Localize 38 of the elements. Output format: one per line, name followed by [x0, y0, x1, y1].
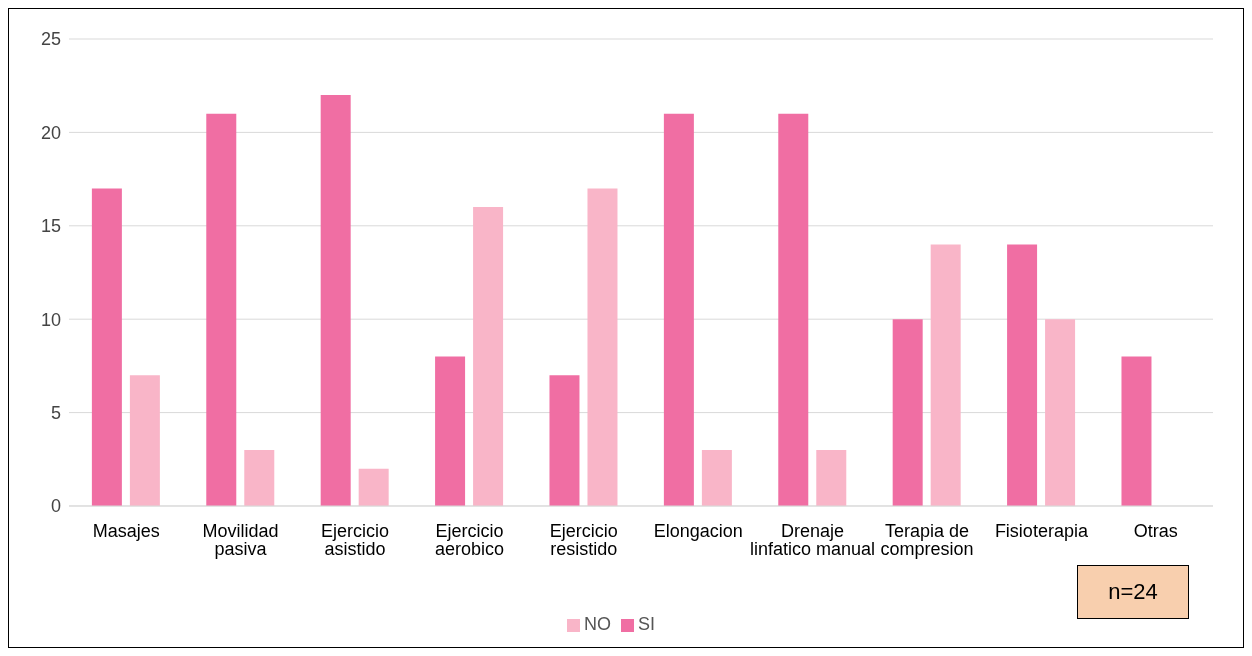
bar — [816, 449, 847, 506]
bar — [473, 207, 504, 506]
bar — [244, 449, 275, 506]
y-tick-label: 20 — [40, 122, 61, 143]
y-tick-label: 15 — [40, 216, 61, 237]
bar — [206, 113, 237, 506]
y-tick-label: 5 — [50, 402, 61, 423]
bar — [435, 356, 466, 506]
bar — [358, 468, 389, 506]
bar — [129, 375, 160, 506]
x-tick-label: Elongacion — [653, 520, 743, 541]
bar — [701, 449, 732, 506]
x-tick-label: Otras — [1133, 520, 1178, 541]
text: n=24 — [1077, 565, 1189, 619]
bar — [320, 95, 351, 506]
bar — [1045, 319, 1076, 506]
bar — [1121, 356, 1152, 506]
x-tick-label: Terapia de compresion — [880, 520, 974, 559]
legend-label: SI — [637, 614, 655, 634]
bar — [778, 113, 809, 506]
bar — [892, 319, 923, 506]
x-tick-label: Ejercicio aerobico — [434, 520, 504, 559]
y-tick-label: 0 — [50, 496, 61, 517]
bar — [91, 188, 122, 506]
x-tick-label: Ejercicio resistido — [549, 520, 618, 559]
bar — [1007, 244, 1038, 506]
bar — [549, 375, 580, 506]
x-tick-label: Drenaje linfatico manual — [750, 520, 876, 559]
bar — [663, 113, 694, 506]
bar — [587, 188, 618, 506]
y-tick-label: 25 — [40, 29, 61, 50]
x-tick-label: Ejercicio asistido — [320, 520, 390, 559]
x-tick-label: Masajes — [92, 520, 160, 541]
x-tick-label: Fisioterapia — [994, 520, 1089, 541]
legend-label: NO — [583, 614, 611, 634]
y-tick-label: 10 — [40, 309, 61, 330]
bar — [930, 244, 961, 506]
x-tick-label: Movilidad pasiva — [202, 520, 279, 559]
